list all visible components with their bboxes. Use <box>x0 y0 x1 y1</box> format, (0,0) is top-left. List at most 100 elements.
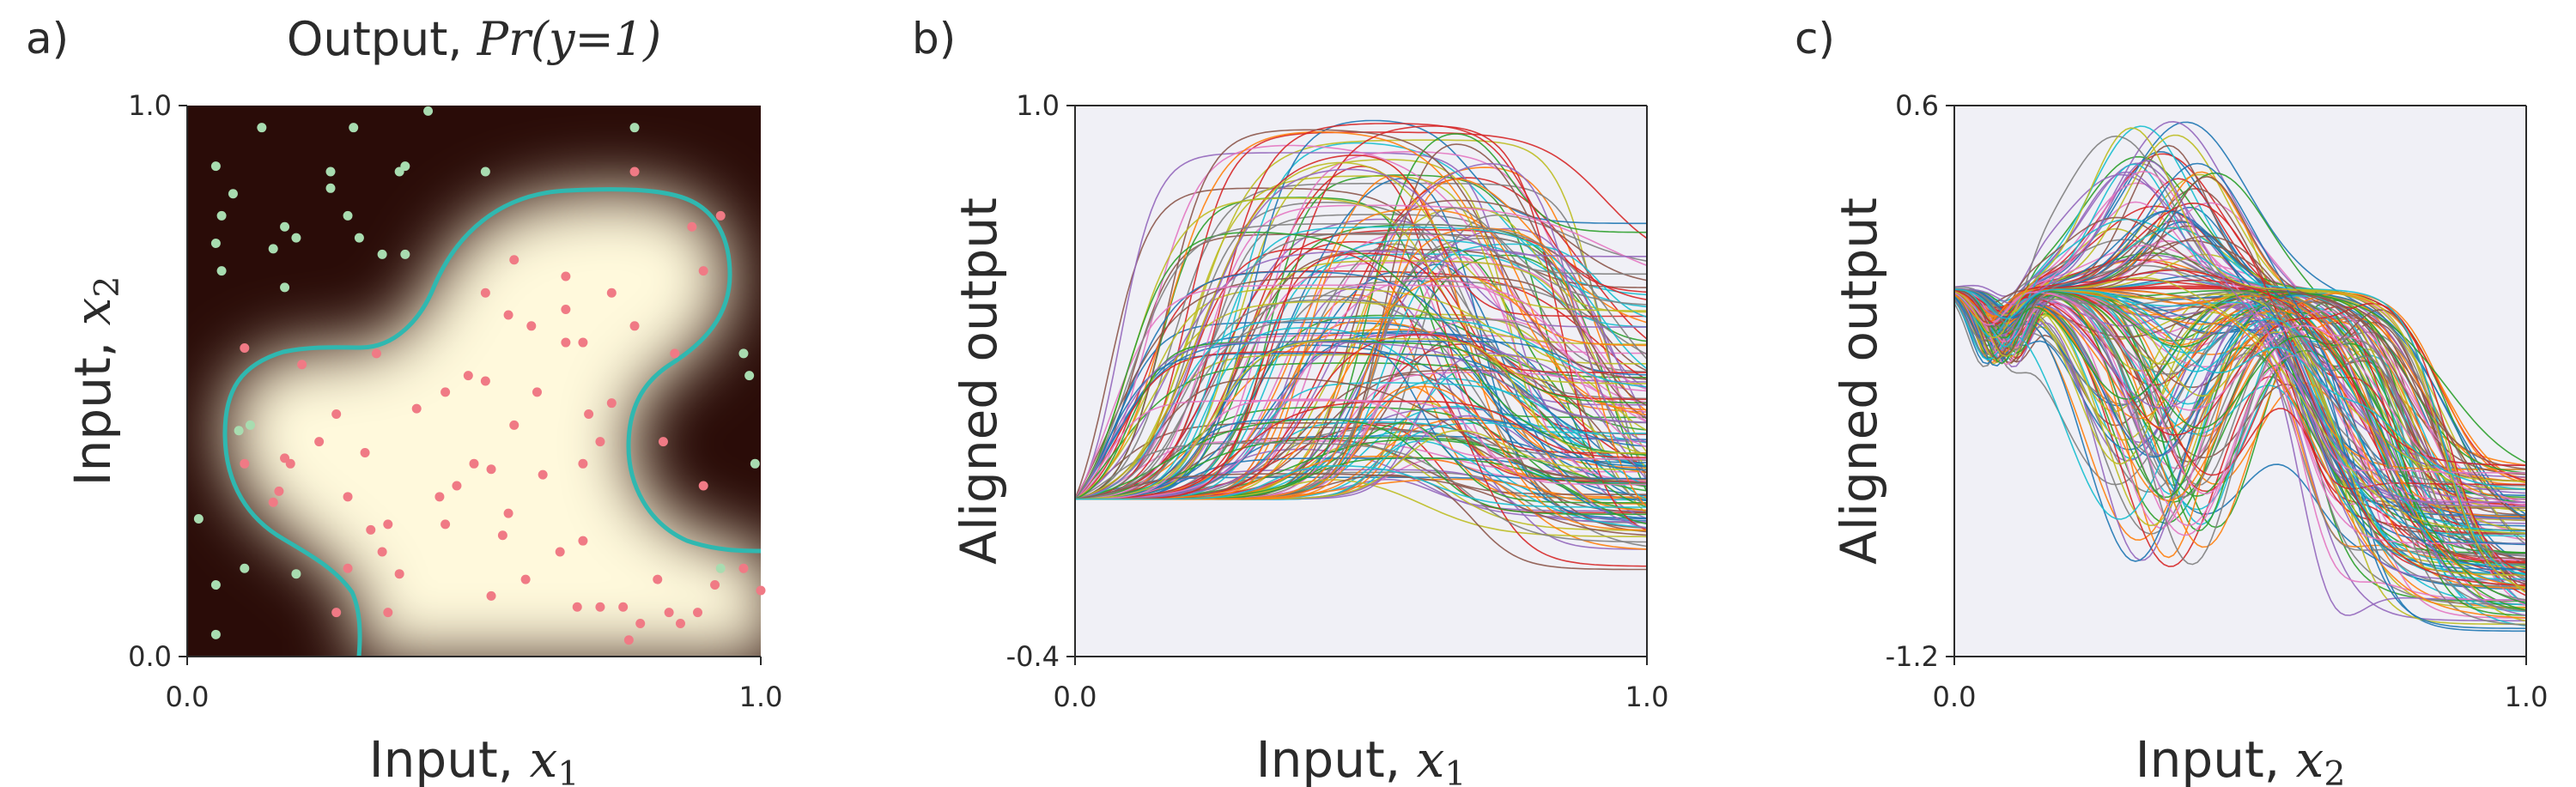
panel-c-lines <box>1954 120 2526 633</box>
positive-point <box>606 398 617 409</box>
series-line <box>1075 159 1647 500</box>
positive-points <box>240 166 766 645</box>
series-line <box>1075 340 1647 500</box>
negative-point <box>210 629 221 639</box>
positive-point <box>440 519 451 530</box>
positive-point <box>572 602 582 612</box>
panel-a-ticks: 0.0 1.0 0.0 1.0 <box>128 89 782 713</box>
panel-a: a) Output, Pr(y=1) 0.0 1.0 0.0 1.0 Input, x… <box>26 12 782 787</box>
series-line <box>1954 202 2526 586</box>
negative-point <box>280 282 290 293</box>
positive-point <box>595 437 605 447</box>
series-line <box>1075 277 1647 500</box>
positive-point <box>366 524 376 535</box>
negative-point <box>750 458 760 469</box>
positive-point <box>561 305 571 315</box>
x-tick-label: 1.0 <box>2505 681 2549 713</box>
positive-point <box>595 602 605 612</box>
series-line <box>1075 400 1647 500</box>
negative-point <box>629 123 640 133</box>
y-tick-label: 0.6 <box>1895 89 1939 122</box>
series-line <box>1075 131 1647 500</box>
positive-point <box>480 376 490 386</box>
positive-point <box>664 608 674 618</box>
series-line <box>1075 123 1647 500</box>
positive-point <box>469 458 479 469</box>
panel-b-xlabel: Input, x1 <box>1256 730 1467 787</box>
series-line <box>1075 275 1647 499</box>
positive-point <box>434 492 445 502</box>
series-line <box>1075 233 1647 500</box>
negative-point <box>291 233 301 243</box>
positive-point <box>509 255 519 265</box>
x-tick-label: 0.0 <box>1054 681 1097 713</box>
negative-point <box>738 348 749 359</box>
series-line <box>1954 289 2526 622</box>
panel-c-xlabel: Input, x2 <box>2136 730 2346 787</box>
negative-point <box>257 123 267 133</box>
positive-point <box>623 635 634 645</box>
negative-points <box>193 106 760 639</box>
series-line <box>1075 270 1647 500</box>
series-line <box>1075 332 1647 500</box>
series-line <box>1075 275 1647 500</box>
positive-point <box>509 420 519 430</box>
series-line <box>1954 127 2526 590</box>
series-line <box>1075 341 1647 500</box>
positive-point <box>584 409 594 420</box>
positive-point <box>497 530 507 541</box>
series-line <box>1954 290 2526 527</box>
positive-point <box>738 563 749 573</box>
negative-point <box>343 210 353 221</box>
negative-point <box>377 249 387 259</box>
series-line <box>1075 351 1647 567</box>
panel-c-letter: c) <box>1795 14 1835 64</box>
negative-point <box>400 161 410 172</box>
series-line <box>1075 337 1647 500</box>
positive-point <box>240 458 250 469</box>
negative-point <box>210 580 221 590</box>
positive-point <box>698 481 708 491</box>
positive-point <box>629 321 640 331</box>
positive-point <box>532 387 542 397</box>
negative-point <box>291 569 301 579</box>
panel-a-title: Output, Pr(y=1) <box>287 12 661 66</box>
series-line <box>1954 218 2526 576</box>
series-line <box>1954 289 2526 463</box>
positive-point <box>480 288 490 298</box>
y-tick-label: 0.0 <box>128 640 172 673</box>
series-line <box>1954 120 2526 524</box>
series-line <box>1075 377 1647 500</box>
y-tick-label: -1.2 <box>1886 640 1939 673</box>
y-tick-label: 1.0 <box>1016 89 1060 122</box>
series-line <box>1075 231 1647 500</box>
series-line <box>1075 418 1647 500</box>
negative-point <box>210 161 221 172</box>
series-line <box>1075 362 1647 508</box>
negative-point <box>210 239 221 248</box>
positive-point <box>394 569 404 579</box>
positive-point <box>331 409 342 420</box>
positive-point <box>578 458 588 469</box>
positive-point <box>653 574 663 584</box>
positive-point <box>343 563 353 573</box>
series-line <box>1075 232 1647 500</box>
series-line <box>1954 160 2526 507</box>
positive-point <box>629 166 640 177</box>
series-line <box>1075 260 1647 500</box>
positive-point <box>658 437 668 447</box>
series-line <box>1075 284 1647 499</box>
series-line <box>1954 288 2526 604</box>
series-line <box>1075 129 1647 500</box>
series-line <box>1075 270 1647 500</box>
positive-point <box>486 464 496 475</box>
positive-point <box>555 547 565 557</box>
positive-point <box>635 618 646 628</box>
negative-point <box>354 233 364 243</box>
positive-point <box>675 618 685 628</box>
negative-point <box>400 249 410 259</box>
positive-point <box>561 337 571 348</box>
decision-boundary <box>222 187 762 657</box>
y-tick-label: -0.4 <box>1006 640 1060 673</box>
